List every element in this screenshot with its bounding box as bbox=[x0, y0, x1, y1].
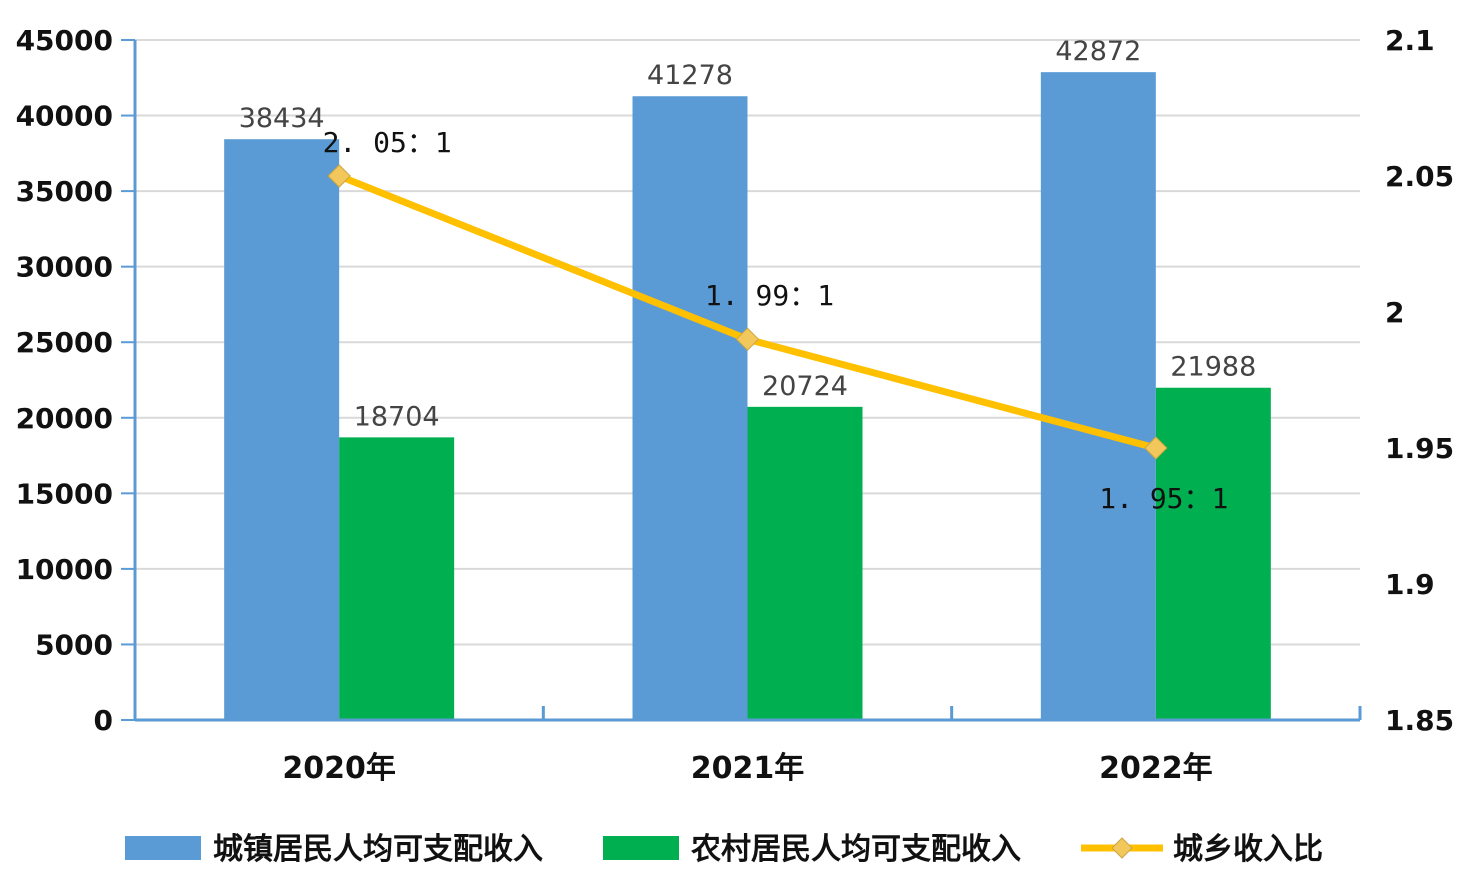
y-right-tick-label: 1.95 bbox=[1385, 432, 1454, 465]
y-right-tick-label: 2.05 bbox=[1385, 160, 1454, 193]
ratio-line bbox=[327, 164, 1168, 460]
axes: 0 5000 10000 15000 20000 25000 30000 35000 40000… bbox=[16, 24, 1455, 786]
bar bbox=[1040, 72, 1156, 721]
y-left-tick-label: 40000 bbox=[16, 100, 113, 133]
legend-label: 城乡收入比 bbox=[1173, 832, 1323, 867]
legend-swatch bbox=[125, 836, 201, 860]
y-left-tick-label: 5000 bbox=[35, 628, 113, 661]
y-left-tick-label: 35000 bbox=[16, 175, 113, 208]
ratio-point-marker bbox=[1144, 436, 1168, 460]
bar bbox=[1155, 387, 1271, 720]
bar-value-label: 21988 bbox=[1170, 352, 1256, 383]
ratio-point-marker bbox=[735, 327, 760, 351]
x-category-label: 2021年 bbox=[691, 751, 805, 786]
bar-value-label: 18704 bbox=[354, 401, 440, 432]
y-right-tick-label: 1.9 bbox=[1385, 568, 1435, 601]
y-right-tick-label: 1.85 bbox=[1385, 704, 1454, 737]
y-left-tick-label: 45000 bbox=[16, 24, 113, 57]
y-left-tick-label: 10000 bbox=[16, 553, 113, 586]
ratio-value-label: 2. 05：1 bbox=[323, 126, 452, 159]
y-left-tick-label: 0 bbox=[94, 704, 113, 737]
y-right-tick-label: 2 bbox=[1385, 296, 1404, 329]
ratio-value-label: 1. 95：1 bbox=[1099, 482, 1228, 515]
bar bbox=[339, 437, 455, 720]
legend-swatch bbox=[603, 836, 679, 860]
bar bbox=[747, 406, 863, 720]
y-right-tick-label: 2.1 bbox=[1385, 24, 1435, 57]
bar-value-label: 20724 bbox=[762, 371, 848, 402]
y-left-tick-label: 25000 bbox=[16, 326, 113, 359]
bar-value-label: 38434 bbox=[239, 103, 325, 134]
legend: 城镇居民人均可支配收入 农村居民人均可支配收入 城乡收入比 bbox=[125, 832, 1323, 867]
bar-value-label: 41278 bbox=[647, 60, 733, 91]
x-category-label: 2022年 bbox=[1099, 751, 1213, 786]
bar bbox=[224, 139, 340, 721]
ratio-point-marker bbox=[327, 164, 351, 188]
y-left-tick-label: 15000 bbox=[16, 477, 113, 510]
ratio-value-label: 1. 99：1 bbox=[705, 279, 834, 312]
bar-value-label: 42872 bbox=[1055, 36, 1141, 67]
legend-swatch-marker bbox=[1111, 837, 1133, 859]
legend-label: 城镇居民人均可支配收入 bbox=[213, 832, 543, 867]
legend-label: 农村居民人均可支配收入 bbox=[690, 832, 1021, 867]
bar bbox=[632, 96, 748, 721]
x-category-label: 2020年 bbox=[282, 751, 396, 786]
data-labels: 38434 18704 41278 20724 42872 21988 2. 05：1 1. … bbox=[239, 36, 1257, 515]
y-left-tick-label: 30000 bbox=[16, 251, 113, 284]
y-left-tick-label: 20000 bbox=[16, 402, 113, 435]
bars bbox=[224, 72, 1271, 721]
